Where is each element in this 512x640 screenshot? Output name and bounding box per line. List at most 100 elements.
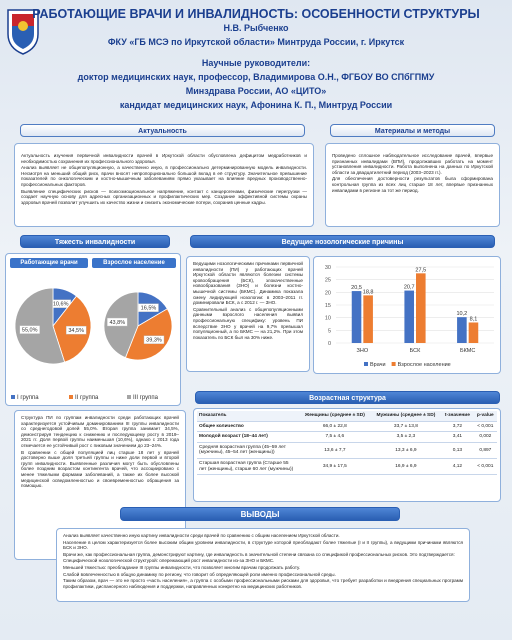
- table-cell: Женщины (среднее ± SD): [299, 411, 371, 422]
- legend-swatch: [364, 362, 368, 366]
- legend-label: Врачи: [370, 362, 386, 368]
- supervisor: кандидат медицинских наук, Афонина К. П.…: [119, 100, 393, 110]
- legend-label: Взрослое население: [398, 362, 451, 368]
- organization: ФКУ «ГБ МСЭ по Иркутской области» Минтру…: [107, 37, 405, 47]
- bar: [363, 295, 373, 343]
- bar: [416, 273, 426, 343]
- table-row: Общее количество 66,0 ± 22,8 33,7 ± 13,8 3,…: [197, 421, 497, 433]
- text-box: Актуальность изучения первичной инвалидн…: [14, 143, 314, 227]
- paragraph: Анализ выявляет не общепопуляционную, а …: [21, 165, 307, 187]
- table-cell: Показатель: [197, 411, 299, 422]
- table-cell: 3,41: [441, 431, 474, 443]
- paragraph: Анализ выявляет качественно иную картину…: [63, 533, 340, 538]
- legend-label: III группа: [133, 395, 159, 401]
- data-label: 43,8%: [109, 320, 125, 326]
- bar: [457, 317, 467, 343]
- table-cell: 7,5 ± 4,6: [299, 431, 371, 443]
- legend-label: II группа: [75, 395, 99, 401]
- table-cell: 13,3 ± 6,9: [370, 442, 442, 459]
- legend-swatch: [127, 395, 131, 399]
- x-tick-label: ЗНО: [357, 348, 369, 354]
- table-cell: 4,12: [441, 458, 474, 476]
- table-cell: 0,897: [473, 442, 497, 459]
- table-cell: Старшая возрастная группа (Старше 55 лет…: [197, 458, 299, 476]
- table-row: Старшая возрастная группа (Старше 55 лет…: [197, 458, 497, 476]
- section-header: Ведущие нозологические причины: [190, 235, 495, 248]
- paragraph: Таким образом, врач — это не просто «час…: [63, 578, 463, 589]
- section-header: Возрастная структура: [195, 391, 500, 404]
- data-label: 16,5%: [141, 306, 157, 312]
- table-cell: 3,72: [441, 421, 474, 433]
- data-label: 34,5%: [68, 328, 84, 334]
- bar: [351, 291, 362, 343]
- paragraph: Специфической нозологической структурой:…: [63, 558, 275, 564]
- paragraph: Меньшей тяжестью: преобладание III групп…: [63, 564, 301, 570]
- pie-slice: [124, 308, 173, 361]
- text-box: Ведущими нозологическими причинами перви…: [186, 256, 310, 372]
- y-tick-label: 30: [325, 265, 331, 271]
- label-box: [107, 317, 128, 327]
- table-box: Показатель Женщины (среднее ± SD) Мужчины …: [193, 408, 501, 502]
- y-tick-label: 20: [325, 290, 331, 296]
- x-tick-label: БСК: [410, 348, 422, 354]
- y-tick-label: 10: [325, 316, 331, 322]
- section-header: Тяжесть инвалидности: [20, 235, 170, 248]
- author: Н.В. Рыбченко: [223, 23, 289, 33]
- table-cell: Общее количество: [197, 421, 299, 433]
- paragraph: Проведено сплошное наблюдательное исслед…: [332, 153, 493, 175]
- data-label: 18,8: [363, 289, 374, 295]
- legend-label: I группа: [17, 395, 39, 401]
- table-cell: 66,0 ± 22,8: [299, 421, 371, 433]
- paragraph: Население в целом характеризуется более …: [63, 539, 463, 551]
- legend-swatch: [69, 395, 73, 399]
- table: Показатель Женщины (среднее ± SD) Мужчины …: [197, 411, 497, 476]
- y-tick-label: 25: [325, 278, 331, 284]
- data-label: 39,3%: [146, 338, 162, 344]
- text-box: Проведено сплошное наблюдательное исслед…: [325, 143, 500, 227]
- data-label: 20,5: [351, 285, 362, 291]
- data-label: 20,7: [404, 285, 415, 291]
- data-label: 8,1: [470, 316, 478, 322]
- paragraph: Сравнительный анализ с общепопуляционным…: [193, 306, 303, 340]
- table-cell: 0,13: [441, 442, 474, 459]
- table-cell: < 0,001: [473, 458, 497, 476]
- label-box: [143, 335, 165, 344]
- label-box: [65, 325, 87, 335]
- table-cell: p-value: [473, 411, 497, 422]
- section-header: Актуальность: [20, 124, 305, 137]
- chart-title: Взрослое население: [92, 258, 176, 268]
- paragraph: Ведущими нозологическими причинами перви…: [193, 261, 303, 306]
- paragraph: Актуальность изучения первичной инвалидн…: [21, 153, 307, 164]
- data-label: 27,5: [415, 267, 426, 273]
- paragraph: Слабой вовлеченностью в общую динамику п…: [63, 571, 336, 577]
- y-tick-label: 0: [328, 341, 331, 347]
- section-header: Материалы и методы: [330, 124, 495, 137]
- supervisors-label: Научные руководители:: [201, 58, 311, 68]
- table-cell: 34,9 ± 17,5: [299, 458, 371, 476]
- logo: [7, 9, 39, 55]
- data-label: 10,2: [457, 311, 468, 317]
- section-header: ВЫВОДЫ: [120, 507, 400, 521]
- table-cell: < 0,001: [473, 421, 497, 433]
- table-row: Средняя возрастная группа (45–59 лет (му…: [197, 442, 497, 459]
- table-cell: Молодой возраст (18–44 лет): [197, 431, 299, 443]
- paragraph: Структура ПИ по группам инвалидности сре…: [21, 415, 179, 448]
- data-label: 55,0%: [22, 328, 38, 334]
- chart-title: Работающие врачи: [10, 258, 88, 268]
- bar: [468, 322, 479, 343]
- y-tick-label: 5: [328, 328, 331, 334]
- title: РАБОТАЮЩИЕ ВРАЧИ И ИНВАЛИДНОСТЬ: ОСОБЕНН…: [32, 7, 480, 21]
- paragraph: Врачи же, как профессиональная группа, д…: [63, 551, 455, 557]
- legend-swatch: [391, 362, 396, 366]
- table-cell: 3,5 ± 2,3: [370, 431, 442, 443]
- table-cell: 16,9 ± 6,9: [370, 458, 442, 476]
- paragraph: Для обеспечения достоверности результато…: [332, 176, 493, 193]
- text-box: Анализ выявляет качественно иную картину…: [56, 528, 470, 602]
- paragraph: В сравнении с общей популяцией лиц старш…: [21, 449, 179, 489]
- table-cell: Средняя возрастная группа (45–59 лет (му…: [197, 442, 299, 459]
- bar: [404, 290, 414, 343]
- data-label: 10,6%: [53, 302, 69, 308]
- table-row: Показатель Женщины (среднее ± SD) Мужчины …: [197, 411, 497, 422]
